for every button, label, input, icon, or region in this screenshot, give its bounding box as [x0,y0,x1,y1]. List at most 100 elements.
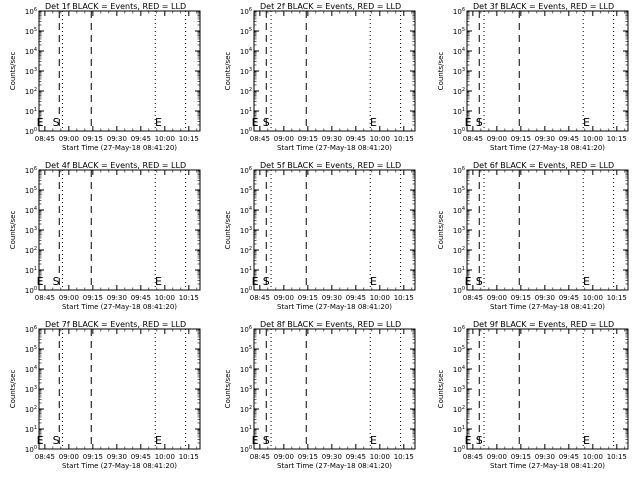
x-tick-label: 09:45 [346,453,366,461]
y-tick-base: 10 [240,48,249,56]
y-tick-label: 103 [25,67,37,76]
y-tick-label: 104 [453,365,465,374]
x-tick-label: 10:00 [370,294,390,302]
x-tick-label: 09:30 [107,294,127,302]
y-tick-label: 102 [240,246,252,255]
x-tick-label: 09:00 [274,135,294,143]
plot-frame [38,169,201,291]
x-tick-label: 09:00 [59,294,79,302]
y-tick-label: 102 [25,246,37,255]
y-tick-base: 10 [25,406,34,414]
y-tick-base: 10 [240,346,249,354]
y-tick-base: 10 [25,187,34,195]
detector-panel: Det 9f BLACK = Events, RED = LLD10010110… [437,320,629,470]
y-tick-exponent: 0 [249,286,252,292]
x-tick-label: 09:45 [131,453,151,461]
y-tick-label: 100 [453,445,465,454]
y-tick-label: 105 [25,27,37,36]
x-tick-label: 09:15 [298,135,318,143]
y-tick-exponent: 0 [462,286,465,292]
y-tick-label: 101 [25,266,37,275]
y-tick-base: 10 [25,128,34,136]
x-tick-label: 10:00 [583,453,603,461]
y-tick-base: 10 [240,167,249,175]
plot-frame [253,328,416,450]
y-tick-base: 10 [453,406,462,414]
x-tick-label: 09:15 [511,294,531,302]
event-marker-e: E [370,275,377,288]
y-tick-label: 103 [25,385,37,394]
y-tick-exponent: 1 [249,266,252,272]
y-tick-exponent: 3 [462,226,465,232]
y-tick-exponent: 5 [34,27,37,33]
detector-panel: Det 1f BLACK = Events, RED = LLD10010110… [9,2,201,152]
event-marker-s: S [53,116,60,129]
y-tick-exponent: 3 [249,67,252,73]
y-tick-exponent: 3 [462,67,465,73]
x-tick-label: 10:15 [394,453,414,461]
y-axis-label: Counts/sec [437,52,445,91]
y-tick-label: 101 [240,425,252,434]
x-tick-label: 09:00 [487,453,507,461]
x-tick-label: 08:45 [463,135,483,143]
x-tick-label: 10:15 [394,294,414,302]
x-tick-label: 09:00 [59,135,79,143]
panel-title: Det 1f BLACK = Events, RED = LLD [45,2,186,11]
y-tick-label: 106 [453,325,465,334]
x-axis-label: Start Time (27-May-18 08:41:20) [277,303,392,311]
y-tick-label: 104 [240,206,252,215]
y-tick-label: 105 [453,345,465,354]
y-tick-base: 10 [25,68,34,76]
x-tick-label: 10:15 [607,294,627,302]
y-tick-exponent: 5 [34,186,37,192]
y-tick-base: 10 [453,48,462,56]
y-tick-exponent: 3 [34,385,37,391]
y-tick-base: 10 [453,346,462,354]
x-tick-label: 09:45 [559,453,579,461]
x-tick-label: 08:45 [463,453,483,461]
y-tick-base: 10 [453,446,462,454]
detector-panel: Det 8f BLACK = Events, RED = LLD10010110… [224,320,416,470]
y-tick-base: 10 [25,167,34,175]
y-tick-exponent: 0 [462,445,465,451]
x-tick-label: 09:30 [322,135,342,143]
x-tick-label: 09:15 [511,135,531,143]
y-tick-exponent: 2 [34,405,37,411]
y-tick-exponent: 5 [34,345,37,351]
event-marker-s: S [476,275,483,288]
y-tick-exponent: 6 [249,325,252,331]
y-axis-label: Counts/sec [437,370,445,409]
y-tick-base: 10 [453,366,462,374]
y-tick-label: 103 [240,67,252,76]
event-marker-e: E [37,434,44,447]
y-tick-label: 106 [25,166,37,175]
y-tick-exponent: 4 [34,47,37,53]
plot-frame [466,328,629,450]
y-tick-label: 100 [240,127,252,136]
x-tick-label: 09:30 [107,453,127,461]
y-tick-exponent: 2 [34,87,37,93]
y-tick-exponent: 6 [462,7,465,13]
y-tick-base: 10 [240,227,249,235]
y-tick-base: 10 [25,287,34,295]
y-tick-label: 101 [240,266,252,275]
y-tick-label: 102 [25,87,37,96]
event-marker-s: S [476,116,483,129]
y-tick-label: 104 [453,47,465,56]
y-tick-label: 105 [25,186,37,195]
y-tick-base: 10 [240,326,249,334]
y-tick-base: 10 [25,207,34,215]
y-tick-base: 10 [453,68,462,76]
y-tick-base: 10 [240,267,249,275]
y-tick-base: 10 [25,28,34,36]
y-tick-base: 10 [240,386,249,394]
y-tick-label: 101 [240,107,252,116]
y-tick-label: 100 [240,286,252,295]
panel-title: Det 8f BLACK = Events, RED = LLD [260,320,401,329]
y-tick-base: 10 [240,426,249,434]
y-tick-label: 102 [240,405,252,414]
y-tick-exponent: 2 [34,246,37,252]
y-tick-base: 10 [240,247,249,255]
x-axis-label: Start Time (27-May-18 08:41:20) [277,144,392,152]
